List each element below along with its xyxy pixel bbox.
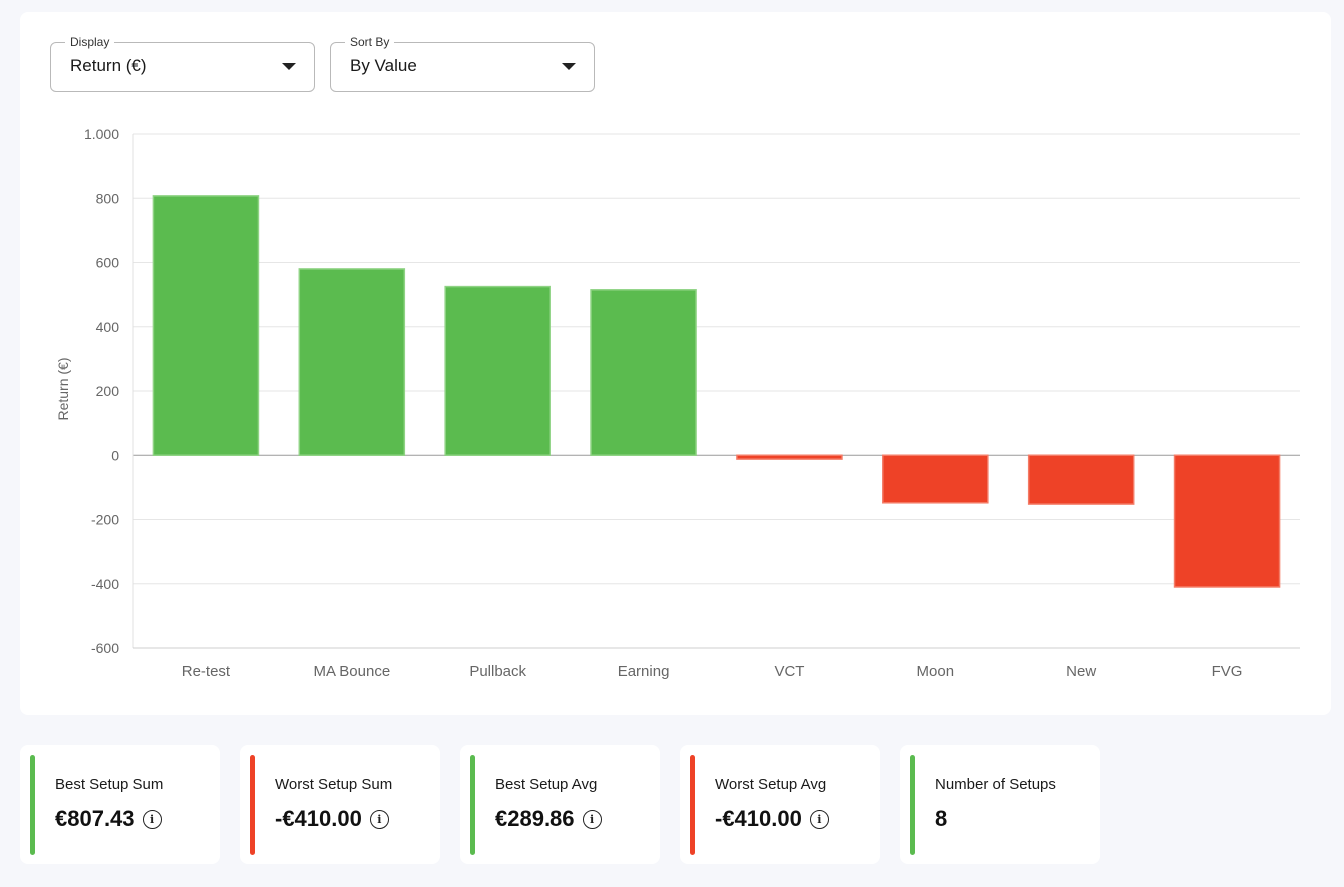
y-tick-label: -600 bbox=[91, 640, 119, 656]
x-tick-label: Re-test bbox=[182, 663, 231, 680]
sort-by-select-value: By Value bbox=[350, 56, 417, 75]
stat-value: 8 bbox=[935, 806, 947, 832]
sort-by-select-label: Sort By bbox=[345, 35, 395, 49]
bar-moon bbox=[882, 454, 989, 504]
x-tick-label: FVG bbox=[1212, 663, 1243, 680]
stat-card: Worst Setup Sum -€410.00 i bbox=[240, 745, 440, 864]
stat-value-text: -€410.00 bbox=[715, 806, 802, 831]
chevron-down-icon bbox=[282, 63, 296, 70]
display-select-label: Display bbox=[65, 35, 115, 49]
sort-by-select[interactable]: Sort By By Value bbox=[330, 35, 595, 92]
bar-ma-bounce bbox=[298, 268, 406, 456]
y-tick-label: 800 bbox=[96, 190, 120, 206]
bar-earning bbox=[590, 289, 697, 456]
bar-fvg bbox=[1173, 454, 1281, 588]
info-icon[interactable]: i bbox=[582, 809, 602, 829]
x-tick-label: VCT bbox=[774, 663, 804, 680]
y-tick-label: -200 bbox=[91, 512, 119, 528]
bar-re-test bbox=[152, 195, 260, 457]
chevron-down-icon bbox=[562, 63, 576, 70]
stat-value-text: -€410.00 bbox=[275, 806, 362, 831]
stat-value-text: 8 bbox=[935, 806, 948, 831]
display-select[interactable]: Display Return (€) bbox=[50, 35, 315, 92]
stat-value: €289.86 i bbox=[495, 806, 602, 832]
stat-accent-bar bbox=[910, 755, 915, 855]
y-tick-label: 1.000 bbox=[84, 126, 119, 142]
x-tick-label: MA Bounce bbox=[313, 663, 390, 680]
stat-value: €807.43 i bbox=[55, 806, 162, 832]
x-tick-label: Moon bbox=[917, 663, 955, 680]
stat-accent-bar bbox=[470, 755, 475, 855]
chart-panel: Display Return (€) Sort By By Value -600… bbox=[20, 12, 1331, 715]
stat-label: Number of Setups bbox=[935, 776, 1056, 793]
stat-value: -€410.00 i bbox=[715, 806, 829, 832]
stat-label: Best Setup Sum bbox=[55, 776, 164, 793]
stat-value: -€410.00 i bbox=[275, 806, 389, 832]
y-axis-title: Return (€) bbox=[55, 357, 71, 420]
y-tick-label: -400 bbox=[91, 576, 119, 592]
stat-label: Worst Setup Sum bbox=[275, 776, 393, 793]
stat-accent-bar bbox=[250, 755, 255, 855]
stat-value-text: €289.86 bbox=[495, 806, 575, 831]
y-tick-label: 400 bbox=[96, 319, 120, 335]
display-select-value: Return (€) bbox=[70, 56, 147, 75]
x-tick-label: New bbox=[1066, 663, 1096, 680]
info-icon[interactable]: i bbox=[142, 809, 162, 829]
stat-card: Number of Setups 8 bbox=[900, 745, 1100, 864]
bar-pullback bbox=[444, 285, 551, 456]
x-tick-label: Earning bbox=[618, 663, 670, 680]
stat-card: Worst Setup Avg -€410.00 i bbox=[680, 745, 880, 864]
x-tick-label: Pullback bbox=[469, 663, 526, 680]
stat-value-text: €807.43 bbox=[55, 806, 135, 831]
y-tick-label: 200 bbox=[96, 383, 120, 399]
stat-label: Worst Setup Avg bbox=[715, 776, 827, 793]
bar-chart: -600 -400 -200 0 200 400 600 800 1.000 Return (€)… bbox=[55, 126, 1300, 680]
bar-new bbox=[1027, 454, 1135, 505]
bar-vct bbox=[736, 454, 843, 460]
y-tick-label: 0 bbox=[111, 447, 119, 463]
info-icon[interactable]: i bbox=[369, 809, 389, 829]
info-icon[interactable]: i bbox=[809, 809, 829, 829]
y-tick-label: 600 bbox=[96, 255, 120, 271]
stat-card: Best Setup Sum €807.43 i bbox=[20, 745, 220, 864]
stat-label: Best Setup Avg bbox=[495, 776, 598, 793]
stat-card: Best Setup Avg €289.86 i bbox=[460, 745, 660, 864]
stat-accent-bar bbox=[690, 755, 695, 855]
stat-accent-bar bbox=[30, 755, 35, 855]
